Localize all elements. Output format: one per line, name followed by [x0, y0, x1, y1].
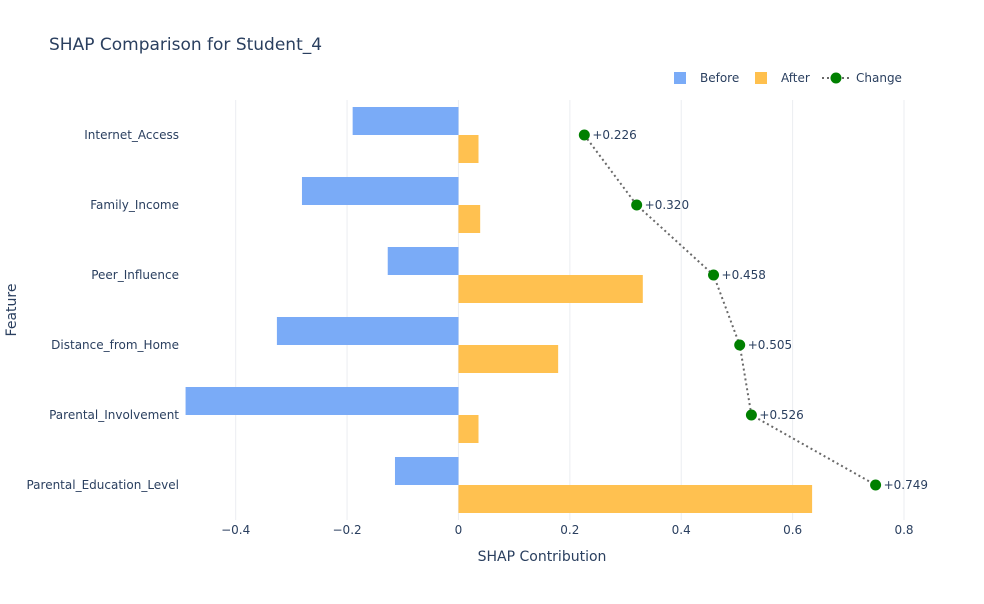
bar-after	[458, 205, 481, 233]
change-value-label: +0.505	[748, 338, 792, 352]
x-axis-ticks: −0.4 −0.2 0 0.2 0.4 0.6 0.8	[221, 523, 913, 537]
y-tick-label: Parental_Involvement	[49, 408, 179, 422]
legend-label: Change	[856, 71, 902, 85]
bar-after	[458, 485, 813, 513]
y-tick-label: Peer_Influence	[91, 268, 179, 282]
change-value-label: +0.320	[645, 198, 689, 212]
change-value-label: +0.226	[592, 128, 636, 142]
bar-before	[276, 317, 459, 345]
x-tick-label: 0.2	[560, 523, 579, 537]
y-tick-label: Distance_from_Home	[51, 338, 179, 352]
change-marker	[734, 339, 746, 351]
bar-after	[458, 135, 479, 163]
x-tick-label: 0	[455, 523, 463, 537]
change-marker	[870, 479, 882, 491]
bar-before	[185, 387, 459, 415]
change-line	[583, 134, 877, 486]
legend-item[interactable]: Before	[674, 71, 739, 85]
change-value-label: +0.526	[759, 408, 803, 422]
change-marker	[708, 269, 720, 281]
x-tick-label: −0.4	[221, 523, 250, 537]
bar-before	[301, 177, 459, 205]
x-tick-label: 0.8	[894, 523, 913, 537]
bar-after	[458, 345, 559, 373]
change-marker	[631, 199, 643, 211]
change-marker	[578, 129, 590, 141]
bar-before	[352, 107, 459, 135]
legend-item[interactable]: Change	[822, 71, 902, 85]
legend-swatch	[755, 72, 767, 84]
legend[interactable]: Before After Change	[674, 71, 902, 85]
legend-item[interactable]: After	[755, 71, 810, 85]
legend-label: Before	[700, 71, 739, 85]
bar-before	[394, 457, 459, 485]
x-tick-label: −0.2	[333, 523, 362, 537]
grid-layer	[235, 100, 905, 520]
bar-after	[458, 415, 479, 443]
bar-after	[458, 275, 643, 303]
change-line-layer	[583, 134, 877, 486]
y-tick-label: Parental_Education_Level	[26, 478, 179, 492]
chart-title: SHAP Comparison for Student_4	[49, 35, 322, 55]
change-markers-layer: +0.226 +0.320 +0.458 +0.505 +0.526 +0.749	[578, 128, 928, 492]
bar-before	[387, 247, 459, 275]
y-axis-ticks: Internet_Access Family_Income Peer_Influen…	[26, 128, 179, 492]
x-tick-label: 0.6	[783, 523, 802, 537]
change-value-label: +0.458	[722, 268, 766, 282]
change-marker	[745, 409, 757, 421]
legend-label: After	[781, 71, 810, 85]
y-tick-label: Internet_Access	[84, 128, 179, 142]
x-tick-label: 0.4	[672, 523, 691, 537]
bars-layer	[185, 107, 813, 513]
change-value-label: +0.749	[884, 478, 928, 492]
y-tick-label: Family_Income	[90, 198, 179, 212]
legend-swatch	[674, 72, 686, 84]
y-axis-title: Feature	[4, 284, 20, 337]
x-axis-title: SHAP Contribution	[478, 549, 607, 565]
legend-marker	[830, 72, 842, 84]
